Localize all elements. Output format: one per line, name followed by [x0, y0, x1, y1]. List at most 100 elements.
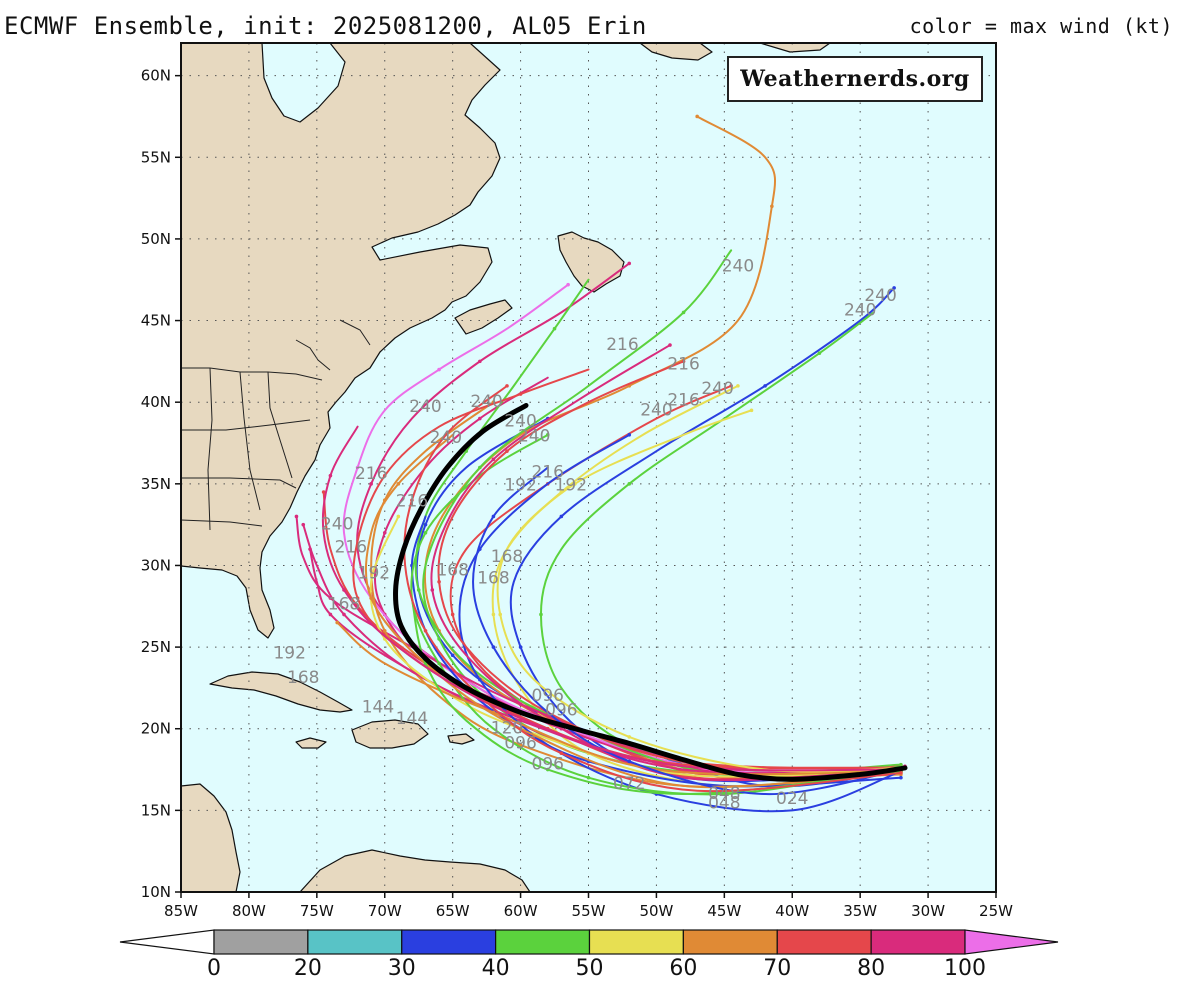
- lat-label: 55N: [141, 148, 171, 166]
- track-point: [437, 661, 441, 666]
- ensemble-member-track: [410, 433, 902, 796]
- ensemble-member-track: [415, 417, 902, 788]
- track-point: [518, 392, 523, 396]
- track-point: [355, 596, 360, 600]
- lon-label: 45W: [707, 902, 741, 920]
- colorbar-segment: [870, 929, 966, 955]
- forecast-hour-label: 216: [667, 355, 699, 375]
- colorbar-segment: [307, 929, 403, 955]
- jamaica-land: [295, 737, 327, 749]
- colorbar-label: 30: [387, 956, 416, 981]
- track-point: [450, 653, 455, 658]
- track-point: [450, 612, 455, 617]
- colorbar-label: 70: [763, 956, 792, 981]
- colorbar-segment: [213, 929, 309, 955]
- forecast-hour-label: 240: [518, 426, 550, 446]
- track-point: [369, 596, 373, 600]
- puerto-rico-land: [447, 733, 475, 745]
- map-title: ECMWF Ensemble, init: 2025081200, AL05 E…: [4, 12, 647, 40]
- lon-label: 75W: [300, 902, 334, 920]
- central-america-land: [181, 783, 241, 892]
- forecast-hour-label: 192: [358, 564, 390, 584]
- track-point: [545, 433, 550, 437]
- ensemble-member-track: [369, 515, 902, 778]
- forecast-hour-label: 240: [864, 286, 896, 306]
- lon-label: 50W: [639, 902, 673, 920]
- forecast-hour-label: 168: [436, 560, 468, 580]
- forecast-hour-label: 240: [409, 397, 441, 417]
- forecast-hour-label: 192: [273, 644, 305, 664]
- track-point: [491, 514, 496, 519]
- hispaniola-land: [351, 719, 429, 749]
- track-point: [627, 261, 632, 266]
- colorbar-segment: [682, 929, 778, 955]
- watermark-text: Weathernerds.org: [740, 66, 970, 92]
- lat-label: 50N: [141, 230, 171, 248]
- track-point: [301, 522, 306, 527]
- colorbar-label: 20: [293, 956, 322, 981]
- track-point: [627, 759, 632, 764]
- track-point: [681, 310, 686, 315]
- track-point: [505, 449, 509, 453]
- ensemble-member-track: [430, 344, 902, 782]
- ensemble-member-track: [403, 384, 902, 793]
- track-point: [342, 588, 346, 592]
- forecast-hour-label: 240: [640, 400, 672, 420]
- forecast-hour-label: 168: [287, 668, 319, 688]
- track-point: [559, 751, 564, 756]
- forecast-hour-label: 168: [328, 595, 360, 615]
- lon-label: 60W: [504, 902, 538, 920]
- track-point: [437, 637, 441, 641]
- colorbar: [119, 929, 1059, 955]
- track-point: [729, 384, 733, 388]
- forecast-hour-label: 168: [491, 547, 523, 567]
- lon-label: 30W: [911, 902, 945, 920]
- track-point: [681, 359, 686, 364]
- track-point: [437, 367, 441, 372]
- forecast-hour-label: 192: [504, 475, 536, 495]
- ensemble-tracks: [294, 114, 908, 813]
- colorbar-segment: [401, 929, 497, 955]
- track-point: [892, 286, 896, 290]
- ensemble-member-track: [342, 283, 902, 774]
- forecast-hour-label: 168: [477, 568, 509, 588]
- track-point: [586, 775, 591, 780]
- track-point: [627, 482, 632, 486]
- track-point: [899, 771, 903, 775]
- lon-label: 25W: [979, 902, 1013, 920]
- forecast-hour-label: 096: [545, 701, 577, 721]
- lon-label: 65W: [436, 902, 470, 920]
- forecast-hour-label: 144: [362, 697, 394, 717]
- colorbar-under-arrow: [119, 929, 215, 955]
- forecast-hour-label: 240: [321, 515, 353, 535]
- colorbar-segment: [588, 929, 684, 955]
- forecast-hour-label: 240: [430, 428, 462, 448]
- colorbar-label: 50: [575, 956, 604, 981]
- newfoundland-land: [557, 231, 625, 293]
- track-point: [396, 514, 401, 519]
- lat-label: 60N: [141, 67, 171, 85]
- track-point: [491, 457, 496, 462]
- lon-label: 40W: [775, 902, 809, 920]
- forecast-hour-label: 096: [532, 686, 564, 706]
- forecast-hour-label: 192: [555, 475, 587, 495]
- forecast-hour-label: 024: [776, 789, 808, 809]
- cuba-land: [209, 671, 353, 713]
- forecast-hour-label: 216: [335, 537, 367, 557]
- forecast-hour-label: 216: [606, 335, 638, 355]
- track-point: [382, 473, 387, 478]
- track-point: [763, 384, 767, 388]
- forecast-hour-label: 216: [355, 464, 387, 484]
- ensemble-mean-track: [393, 402, 908, 782]
- lat-label: 20N: [141, 720, 171, 738]
- track-point: [552, 326, 557, 331]
- forecast-hour-label: 240: [722, 257, 754, 277]
- track-point: [695, 114, 699, 119]
- lat-label: 10N: [141, 883, 171, 901]
- lat-label: 35N: [141, 475, 171, 493]
- track-point: [478, 416, 482, 421]
- track-point: [627, 433, 632, 437]
- north-america-land: [181, 43, 501, 639]
